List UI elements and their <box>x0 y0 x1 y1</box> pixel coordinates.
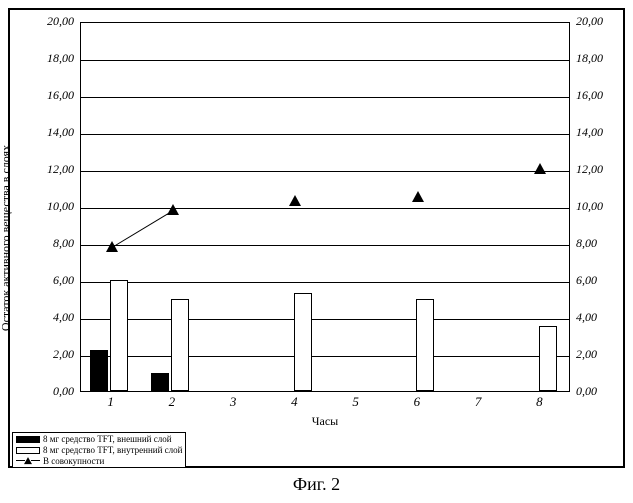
legend-item-inner: 8 мг средство TFT, внутренний слой <box>16 445 182 456</box>
legend-item-outer: 8 мг средство TFT, внешний слой <box>16 434 182 445</box>
legend: 8 мг средство TFT, внешний слой 8 мг сре… <box>12 432 186 468</box>
x-tick: 6 <box>414 394 421 410</box>
y-tick-left: 2,00 <box>14 348 74 360</box>
y-tick-left: 10,00 <box>14 200 74 212</box>
y-tick-right: 12,00 <box>576 163 626 175</box>
y-tick-left: 14,00 <box>14 126 74 138</box>
y-tick-right: 16,00 <box>576 89 626 101</box>
x-tick: 3 <box>230 394 237 410</box>
gridline <box>81 208 569 209</box>
gridline <box>81 356 569 357</box>
y-tick-right: 2,00 <box>576 348 626 360</box>
y-tick-right: 18,00 <box>576 52 626 64</box>
gridline <box>81 97 569 98</box>
legend-swatch-triangle <box>16 456 40 465</box>
y-tick-right: 8,00 <box>576 237 626 249</box>
x-tick: 5 <box>352 394 359 410</box>
legend-label-inner: 8 мг средство TFT, внутренний слой <box>43 445 182 456</box>
bar-inner-layer <box>539 326 557 391</box>
bar-inner-layer <box>110 280 128 391</box>
gridline <box>81 134 569 135</box>
bar-outer-layer <box>90 350 108 391</box>
y-tick-right: 4,00 <box>576 311 626 323</box>
gridline <box>81 282 569 283</box>
marker-total <box>289 195 301 206</box>
bar-inner-layer <box>171 299 189 392</box>
x-tick: 7 <box>475 394 482 410</box>
y-tick-left: 18,00 <box>14 52 74 64</box>
gridline <box>81 245 569 246</box>
x-tick: 8 <box>536 394 543 410</box>
plot-area <box>80 22 570 392</box>
figure-frame: Остаток активного вещества в слоях 0,002… <box>8 8 625 468</box>
bar-inner-layer <box>294 293 312 391</box>
y-tick-right: 6,00 <box>576 274 626 286</box>
bar-outer-layer <box>151 373 169 392</box>
y-tick-left: 12,00 <box>14 163 74 175</box>
figure-caption: Фиг. 2 <box>8 474 625 495</box>
y-tick-left: 20,00 <box>14 15 74 27</box>
gridline <box>81 60 569 61</box>
y-tick-right: 20,00 <box>576 15 626 27</box>
x-tick: 4 <box>291 394 298 410</box>
x-tick: 1 <box>107 394 114 410</box>
gridline <box>81 171 569 172</box>
legend-swatch-solid-bar <box>16 436 40 443</box>
y-tick-left: 4,00 <box>14 311 74 323</box>
line-total <box>111 210 173 248</box>
y-tick-left: 6,00 <box>14 274 74 286</box>
y-left-ticks: 0,002,004,006,008,0010,0012,0014,0016,00… <box>10 22 78 392</box>
gridline <box>81 319 569 320</box>
legend-swatch-hollow-bar <box>16 447 40 454</box>
legend-item-total: В совокупности <box>16 456 182 467</box>
x-tick: 2 <box>169 394 176 410</box>
y-right-ticks: 0,002,004,006,008,0010,0012,0014,0016,00… <box>572 22 627 392</box>
legend-label-total: В совокупности <box>43 456 104 467</box>
y-tick-right: 14,00 <box>576 126 626 138</box>
x-ticks: 1 2 3 4 5 6 7 8 <box>80 394 570 414</box>
y-tick-left: 8,00 <box>14 237 74 249</box>
x-axis-label: Часы <box>80 414 570 429</box>
legend-label-outer: 8 мг средство TFT, внешний слой <box>43 434 172 445</box>
marker-total <box>534 163 546 174</box>
y-tick-left: 0,00 <box>14 385 74 397</box>
bar-inner-layer <box>416 299 434 392</box>
marker-total <box>412 191 424 202</box>
y-tick-right: 0,00 <box>576 385 626 397</box>
y-tick-right: 10,00 <box>576 200 626 212</box>
y-tick-left: 16,00 <box>14 89 74 101</box>
